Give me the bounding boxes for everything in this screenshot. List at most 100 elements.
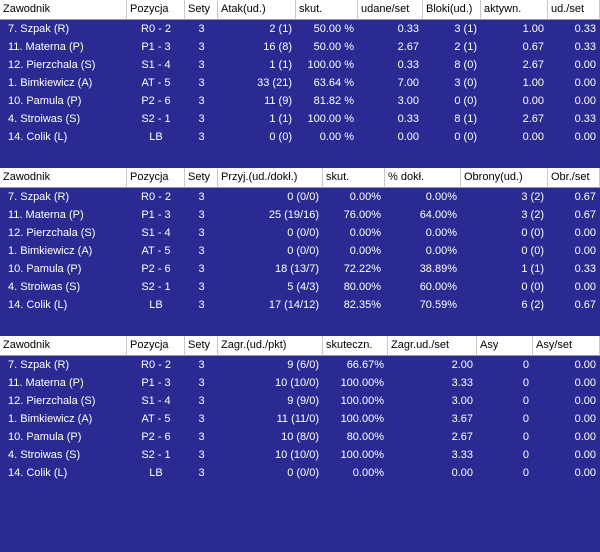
stat-cell: 3: [198, 395, 205, 407]
stat-cell: P1 - 3: [141, 209, 171, 221]
stat-cell: AT - 5: [141, 77, 171, 89]
stat-cell: 0 (0/0): [287, 191, 319, 203]
stat-cell: 0.67: [522, 41, 544, 53]
stat-cell: P1 - 3: [141, 41, 171, 53]
stat-cell: 0.00%: [425, 191, 457, 203]
stat-cell: 3: [198, 95, 205, 107]
stat-cell: P2 - 6: [141, 95, 171, 107]
stat-cell: 18 (13/7): [274, 263, 319, 275]
table-row[interactable]: 14. Colik (L) LB 3 0 (0) 0.00 % 0.00 0 (0) 0.00…: [0, 128, 600, 146]
table-row[interactable]: 14. Colik (L) LB 3 0 (0/0) 0.00% 0.00 0 0.00: [0, 464, 600, 482]
player-name-cell: 7. Szpak (R): [8, 191, 70, 203]
table-row[interactable]: 1. Bimkiewicz (A) AT - 5 3 0 (0/0) 0.00% 0.00…: [0, 242, 600, 260]
stat-cell: S2 - 1: [141, 281, 171, 293]
column-header[interactable]: Sety: [185, 0, 218, 19]
column-header[interactable]: Zawodnik: [0, 336, 127, 355]
column-header[interactable]: Pozycja: [127, 168, 185, 187]
stat-cell: 100.00%: [340, 449, 384, 461]
attack-stats-header: Zawodnik Pozycja Sety Atak(ud.) skut. udane/s…: [0, 0, 600, 20]
stat-cell: 3: [198, 359, 205, 371]
stat-cell: S2 - 1: [141, 449, 171, 461]
stat-cell: 0 (0): [521, 227, 544, 239]
stat-cell: 3: [198, 413, 205, 425]
table-row[interactable]: 11. Materna (P) P1 - 3 3 25 (19/16) 76.00% 64…: [0, 206, 600, 224]
stat-cell: 0.33: [397, 23, 419, 35]
stat-cell: S1 - 4: [141, 59, 171, 71]
table-row[interactable]: 4. Stroiwas (S) S2 - 1 3 10 (10/0) 100.00% 3.…: [0, 446, 600, 464]
table-row[interactable]: 7. Szpak (R) R0 - 2 3 9 (6/0) 66.67% 2.00 0 0.0…: [0, 356, 600, 374]
table-row[interactable]: 4. Stroiwas (S) S2 - 1 3 1 (1) 100.00 % 0.33 8…: [0, 110, 600, 128]
stat-cell: 72.22%: [343, 263, 381, 275]
column-header[interactable]: Atak(ud.): [218, 0, 296, 19]
player-name-cell: 4. Stroiwas (S): [8, 449, 81, 461]
table-row[interactable]: 10. Pamula (P) P2 - 6 3 10 (8/0) 80.00% 2.67 0…: [0, 428, 600, 446]
stat-cell: AT - 5: [141, 245, 171, 257]
table-row[interactable]: 1. Bimkiewicz (A) AT - 5 3 11 (11/0) 100.00%…: [0, 410, 600, 428]
stat-cell: S1 - 4: [141, 227, 171, 239]
stat-cell: 1.00: [522, 23, 544, 35]
table-row[interactable]: 7. Szpak (R) R0 - 2 3 2 (1) 50.00 % 0.33 3 (1)…: [0, 20, 600, 38]
column-header[interactable]: Obr./set: [548, 168, 600, 187]
table-row[interactable]: 12. Pierzchala (S) S1 - 4 3 9 (9/0) 100.00% 3…: [0, 392, 600, 410]
column-header[interactable]: Sety: [185, 336, 218, 355]
stat-cell: 3 (0): [454, 77, 477, 89]
table-row[interactable]: 7. Szpak (R) R0 - 2 3 0 (0/0) 0.00% 0.00% 3 (2…: [0, 188, 600, 206]
stat-cell: 0.33: [574, 23, 596, 35]
stat-cell: 3: [198, 209, 205, 221]
column-header[interactable]: Obrony(ud.): [461, 168, 548, 187]
stat-cell: LB: [149, 467, 163, 479]
column-header[interactable]: Przyj.(ud./dokł.): [218, 168, 323, 187]
column-header[interactable]: % dokł.: [385, 168, 461, 187]
stat-cell: LB: [149, 131, 163, 143]
table-row[interactable]: 4. Stroiwas (S) S2 - 1 3 5 (4/3) 80.00% 60.00…: [0, 278, 600, 296]
attack-stats-rows: 7. Szpak (R) R0 - 2 3 2 (1) 50.00 % 0.33 3 (1)…: [0, 20, 600, 146]
column-header[interactable]: skuteczn.: [323, 336, 388, 355]
table-row[interactable]: 12. Pierzchala (S) S1 - 4 3 1 (1) 100.00 % 0.…: [0, 56, 600, 74]
table-row[interactable]: 10. Pamula (P) P2 - 6 3 18 (13/7) 72.22% 38.8…: [0, 260, 600, 278]
column-header[interactable]: Asy: [477, 336, 533, 355]
stat-cell: 66.67%: [346, 359, 384, 371]
table-row[interactable]: 10. Pamula (P) P2 - 6 3 11 (9) 81.82 % 3.00 0 …: [0, 92, 600, 110]
column-header[interactable]: Sety: [185, 168, 218, 187]
stat-cell: 0.67: [574, 209, 596, 221]
table-row[interactable]: 11. Materna (P) P1 - 3 3 10 (10/0) 100.00% 3.…: [0, 374, 600, 392]
stat-cell: 0.00%: [349, 245, 381, 257]
column-header[interactable]: aktywn.: [481, 0, 548, 19]
stat-cell: 11 (11/0): [276, 413, 319, 425]
column-header[interactable]: Zagr.ud./set: [388, 336, 477, 355]
stat-cell: 3: [198, 245, 205, 257]
column-header[interactable]: Pozycja: [127, 336, 185, 355]
table-row[interactable]: 14. Colik (L) LB 3 17 (14/12) 82.35% 70.59% 6 …: [0, 296, 600, 314]
stat-cell: 3: [198, 227, 205, 239]
stat-cell: 0.00: [574, 377, 596, 389]
column-header[interactable]: ud./set: [548, 0, 600, 19]
table-row[interactable]: 11. Materna (P) P1 - 3 3 16 (8) 50.00 % 2.67 2…: [0, 38, 600, 56]
stat-cell: 0 (0): [269, 131, 292, 143]
stat-cell: 1 (1): [521, 263, 544, 275]
stat-cell: 2.67: [522, 113, 544, 125]
column-header[interactable]: skut.: [323, 168, 385, 187]
stat-cell: 76.00%: [343, 209, 381, 221]
stat-cell: 0 (0/0): [287, 227, 319, 239]
column-header[interactable]: Zawodnik: [0, 168, 127, 187]
stat-cell: 3.00: [397, 95, 419, 107]
stat-cell: 0.33: [397, 59, 419, 71]
column-header[interactable]: Bloki(ud.): [423, 0, 481, 19]
stat-cell: 0.00: [522, 95, 544, 107]
column-header[interactable]: udane/set: [358, 0, 423, 19]
stat-cell: 0.00: [574, 413, 596, 425]
column-header[interactable]: skut.: [296, 0, 358, 19]
column-header[interactable]: Asy/set: [533, 336, 600, 355]
column-header[interactable]: Pozycja: [127, 0, 185, 19]
stat-cell: 3.00: [451, 395, 473, 407]
stat-cell: 0.00%: [352, 467, 384, 479]
table-row[interactable]: 1. Bimkiewicz (A) AT - 5 3 33 (21) 63.64 % 7.…: [0, 74, 600, 92]
stat-cell: 25 (19/16): [268, 209, 319, 221]
column-header[interactable]: Zagr.(ud./pkt): [218, 336, 323, 355]
stat-cell: 8 (0): [454, 59, 477, 71]
stat-cell: 3: [198, 113, 205, 125]
stat-cell: 0.00: [522, 131, 544, 143]
table-row[interactable]: 12. Pierzchala (S) S1 - 4 3 0 (0/0) 0.00% 0.0…: [0, 224, 600, 242]
column-header[interactable]: Zawodnik: [0, 0, 127, 19]
stat-cell: 3: [198, 191, 205, 203]
